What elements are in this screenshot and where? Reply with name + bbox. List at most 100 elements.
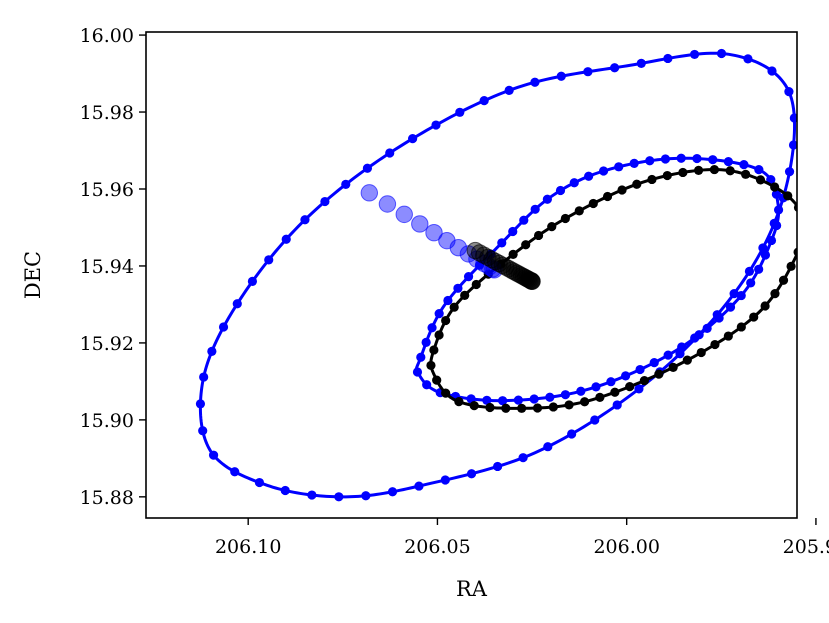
y-tick-label-1: 15.90 — [80, 410, 134, 432]
series-2-point-1 — [521, 240, 531, 250]
series-1-point-36 — [621, 371, 631, 381]
series-0-point-37 — [543, 442, 553, 452]
series-1-point-38 — [591, 382, 601, 392]
series-0-point-22 — [788, 140, 797, 150]
series-2-point-44 — [517, 403, 527, 413]
series-0-point-35 — [590, 415, 600, 425]
series-0-point-28 — [729, 288, 739, 299]
series-1-point-6 — [569, 178, 579, 188]
series-1-point-31 — [690, 333, 700, 343]
series-2-point-11 — [662, 170, 672, 181]
series-1-point-33 — [663, 350, 673, 360]
series-2-point-48 — [454, 397, 464, 407]
series-1-point-34 — [649, 358, 659, 368]
series-1-point-37 — [606, 377, 616, 387]
series-1-point-56 — [453, 283, 463, 293]
series-0-point-47 — [280, 485, 290, 496]
x-tick-label-3: 205.95 — [783, 536, 829, 558]
series-0-point-54 — [207, 346, 217, 356]
y-tick-label-5: 15.98 — [80, 102, 134, 124]
series-0-point-44 — [361, 491, 371, 501]
series-2-point-52 — [429, 345, 439, 355]
series-0-point-12 — [583, 67, 593, 77]
series-1-point-29 — [714, 313, 724, 323]
series-2-point-18 — [770, 182, 780, 192]
series-2-point-40 — [580, 397, 590, 407]
ticks-layer: 206.10 206.05 206.00 205.95 15.88 15.90 15.92 1… — [80, 25, 829, 558]
series-2-point-23 — [793, 247, 797, 257]
series-1-point-23 — [766, 235, 777, 246]
series-2-point-53 — [434, 330, 444, 340]
series-2-point-2 — [533, 230, 544, 241]
series-1-point-44 — [498, 396, 508, 406]
series-2-point-3 — [547, 222, 557, 232]
series-0-point-23 — [784, 167, 795, 177]
y-tick-label-2: 15.92 — [80, 333, 134, 355]
series-0-point-15 — [663, 53, 673, 64]
series-1-point-9 — [614, 162, 624, 172]
series-1-point-49 — [422, 380, 432, 390]
series-1-point-45 — [482, 395, 492, 405]
series-0-point-9 — [504, 85, 514, 95]
series-1-point-42 — [529, 394, 539, 404]
series-2-point-9 — [632, 179, 642, 189]
series-1-point-53 — [427, 323, 437, 333]
series-1-point-12 — [660, 154, 671, 164]
series-1-point-57 — [463, 272, 474, 282]
series-0-point-11 — [556, 71, 566, 81]
series-3-point-1 — [378, 195, 397, 213]
series-2-point-24 — [786, 261, 796, 271]
series-2-point-12 — [678, 167, 688, 178]
series-2-point-25 — [778, 275, 789, 285]
series-2-point-15 — [725, 166, 735, 176]
series-0-point-14 — [636, 58, 646, 68]
series-2-point-17 — [755, 175, 766, 185]
x-tick-label-0: 206.10 — [215, 536, 281, 558]
series-2-point-0 — [508, 249, 518, 260]
y-tick-label-6: 16.00 — [80, 25, 134, 47]
series-0-point-33 — [634, 384, 644, 394]
series-1-point-11 — [645, 156, 655, 166]
series-0-point-26 — [758, 243, 768, 253]
series-2-point-41 — [564, 400, 574, 410]
series-1-point-24 — [760, 250, 771, 260]
series-2-point-5 — [574, 206, 584, 216]
series-2-point-7 — [602, 191, 613, 202]
series-3-point-6 — [449, 239, 468, 257]
series-2-point-10 — [647, 174, 657, 185]
x-tick-label-1: 206.05 — [404, 536, 470, 558]
series-0-point-36 — [567, 429, 577, 439]
series-1-point-7 — [584, 171, 594, 181]
series-2-point-42 — [548, 402, 558, 412]
series-2-point-19 — [783, 191, 793, 201]
series-1-point-0 — [497, 238, 507, 248]
series-0-point-51 — [198, 426, 208, 436]
series-0-point-3 — [362, 163, 373, 173]
series-2-point-32 — [696, 347, 706, 358]
series-0-point-16 — [689, 49, 700, 60]
series-1-point-30 — [702, 323, 712, 333]
series-0-point-7 — [455, 107, 465, 117]
series-1-point-50 — [412, 367, 423, 377]
series-0-point-39 — [492, 461, 503, 472]
series-2-point-45 — [501, 403, 511, 413]
series-1-point-15 — [708, 155, 718, 165]
series-2-point-8 — [617, 185, 627, 195]
series-1-point-28 — [725, 302, 736, 312]
y-axis-label: DEC — [21, 251, 45, 299]
series-1-point-14 — [692, 153, 702, 164]
series-1-point-10 — [629, 158, 639, 168]
series-0-point-53 — [199, 372, 209, 382]
series-0-point-10 — [530, 77, 540, 87]
x-axis-label: RA — [456, 577, 488, 601]
series-2-point-36 — [639, 375, 649, 386]
series-0-point-2 — [341, 179, 351, 189]
series-2-point-51 — [426, 360, 436, 371]
series-0-point-57 — [247, 276, 258, 286]
series-1-point-22 — [772, 220, 782, 231]
series-1-point-21 — [773, 205, 784, 215]
series-1-point-5 — [555, 185, 566, 196]
series-0-point-46 — [307, 490, 317, 500]
series-2-point-43 — [532, 403, 543, 413]
series-2-point-31 — [710, 339, 720, 350]
